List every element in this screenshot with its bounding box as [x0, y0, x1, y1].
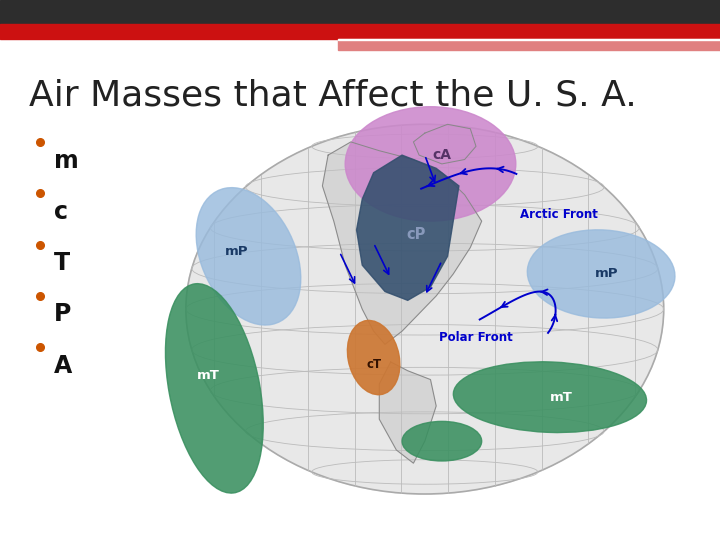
Ellipse shape	[454, 362, 647, 433]
Ellipse shape	[345, 107, 516, 221]
Text: Polar Front: Polar Front	[439, 331, 513, 345]
Ellipse shape	[166, 284, 264, 493]
Text: cP: cP	[407, 227, 426, 242]
Ellipse shape	[402, 421, 482, 461]
Bar	[0, 24, 720, 39]
Ellipse shape	[196, 187, 301, 325]
Text: cT: cT	[366, 357, 381, 370]
Bar	[338, 39, 720, 40]
Text: P: P	[54, 302, 71, 326]
Text: A: A	[54, 354, 72, 377]
Text: mP: mP	[595, 267, 618, 280]
Polygon shape	[356, 155, 459, 300]
Text: mT: mT	[550, 390, 572, 404]
Text: T: T	[54, 251, 70, 275]
Text: Arctic Front: Arctic Front	[520, 208, 598, 221]
Polygon shape	[413, 124, 476, 164]
Bar	[338, 39, 720, 50]
Text: mP: mP	[225, 246, 249, 259]
Circle shape	[186, 124, 664, 494]
Polygon shape	[379, 362, 436, 463]
Polygon shape	[323, 142, 482, 345]
Text: m: m	[54, 148, 78, 172]
Ellipse shape	[347, 320, 400, 395]
Bar	[0, 0, 720, 24]
Text: c: c	[54, 200, 68, 224]
Text: mT: mT	[197, 369, 220, 382]
Text: Air Masses that Affect the U. S. A.: Air Masses that Affect the U. S. A.	[29, 78, 636, 112]
Text: cA: cA	[433, 148, 451, 162]
Ellipse shape	[527, 230, 675, 318]
